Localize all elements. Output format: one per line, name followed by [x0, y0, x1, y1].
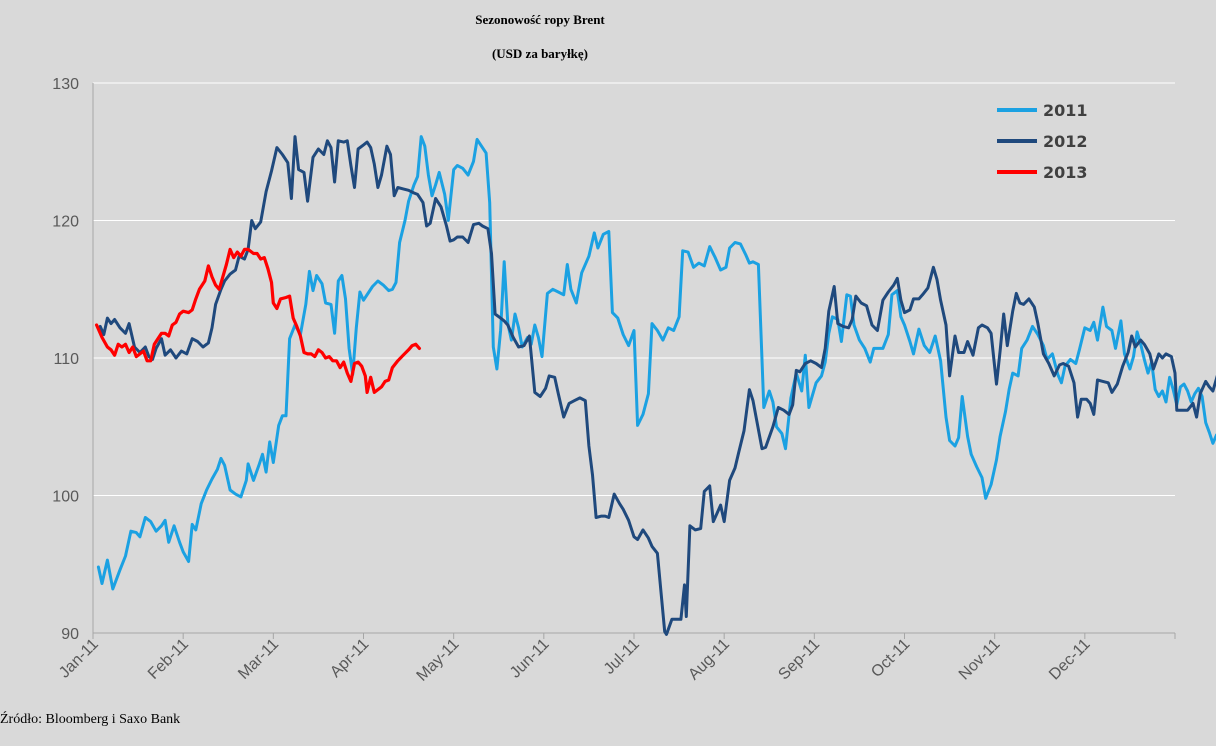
x-tick-label: Aug-11 [685, 636, 733, 684]
series-line-2013 [95, 247, 421, 394]
x-tick-label: Apr-11 [327, 636, 372, 681]
series-line-2011 [96, 135, 1216, 591]
x-tick-label: May-11 [414, 636, 463, 685]
chart-subtitle: (USD za baryłkę) [491, 46, 589, 61]
x-tick-label: Dec-11 [1046, 636, 1094, 684]
y-tick-label: 90 [61, 626, 79, 643]
series-lines [95, 135, 1216, 636]
legend-label-2011: 2011 [1043, 101, 1088, 120]
legend-label-2013: 2013 [1043, 163, 1088, 182]
x-tick-label: Mar-11 [235, 636, 282, 683]
x-tick-label: Feb-11 [145, 636, 192, 683]
x-tick-label: Jun-11 [507, 636, 553, 682]
x-tick-label: Nov-11 [956, 636, 1004, 684]
legend: 2011 2012 2013 [997, 101, 1088, 182]
x-axis-ticks: Jan-11 Feb-11 Mar-11 Apr-11 May-11 Jun-11 Jul-… [56, 636, 1094, 685]
legend-label-2012: 2012 [1043, 132, 1088, 151]
series-line-2012 [98, 135, 1216, 636]
y-tick-label: 130 [52, 76, 79, 93]
y-tick-label: 110 [53, 351, 79, 368]
y-axis-ticks: 90 100 110 120 130 [52, 76, 79, 643]
x-tick-label: Sep-11 [775, 636, 823, 684]
x-tick-label: Jul-11 [601, 636, 643, 678]
y-tick-label: 100 [52, 489, 79, 506]
y-tick-label: 120 [52, 214, 79, 231]
chart-title: Sezonowość ropy Brent [475, 12, 605, 27]
x-tick-label: Oct-11 [868, 636, 913, 681]
source-note: Źródło: Bloomberg i Saxo Bank [0, 712, 181, 727]
axes [92, 83, 1176, 639]
